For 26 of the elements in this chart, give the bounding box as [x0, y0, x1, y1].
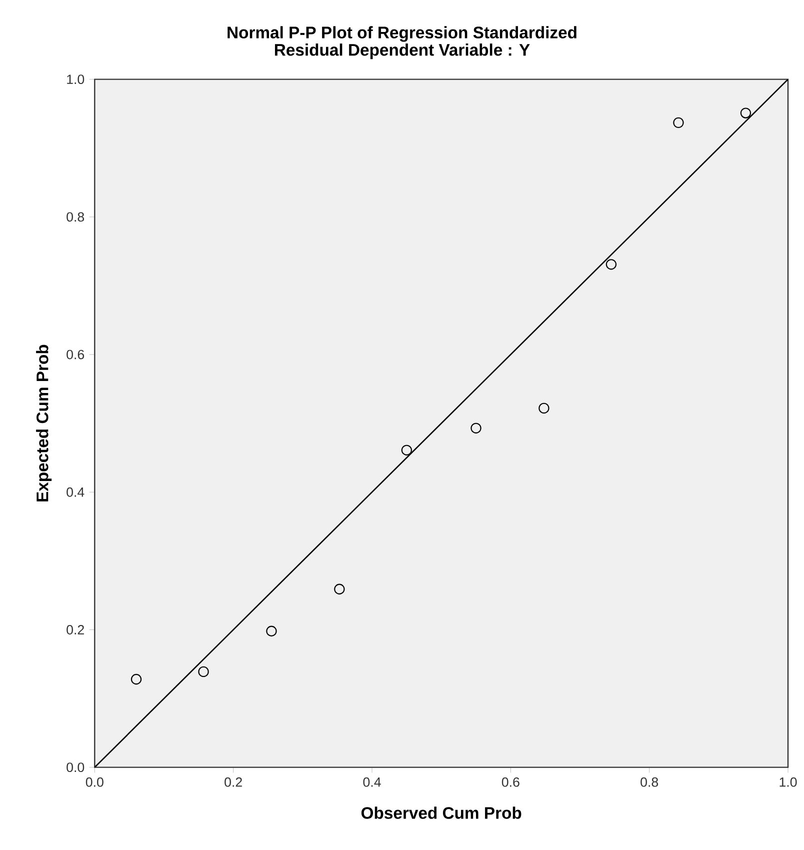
y-tick-label: 0.0 — [66, 762, 84, 772]
point — [673, 117, 684, 128]
chart-subtitle: Residual Dependent Variable : Y — [274, 44, 530, 60]
point — [401, 444, 412, 456]
y-tick-label: 0.4 — [66, 487, 84, 497]
x-tick-label: 0.8 — [640, 777, 658, 787]
point — [130, 674, 142, 685]
y-tick-label: 0.2 — [66, 625, 84, 634]
x-tick-label: 0.4 — [363, 777, 381, 787]
x-axis-title: Observed Cum Prob — [361, 806, 522, 819]
chart-title: Normal P-P Plot of Regression Standardized — [228, 26, 576, 42]
x-tick-label: 0.6 — [502, 777, 520, 787]
y-tick-label: 0.6 — [66, 350, 84, 360]
x-tick-label: 0.0 — [86, 777, 104, 787]
y-tick-label: 1.0 — [67, 74, 84, 84]
point — [266, 626, 277, 636]
point — [538, 402, 550, 414]
x-tick-label: 1.0 — [780, 777, 797, 787]
point — [470, 422, 482, 434]
point — [606, 259, 617, 270]
y-tick-label: 0.8 — [66, 212, 84, 222]
x-tick-label: 0.2 — [224, 777, 242, 787]
point — [198, 666, 209, 678]
y-axis-title: Expected Cum Prob — [36, 344, 52, 502]
point — [334, 584, 345, 594]
point — [740, 108, 752, 118]
